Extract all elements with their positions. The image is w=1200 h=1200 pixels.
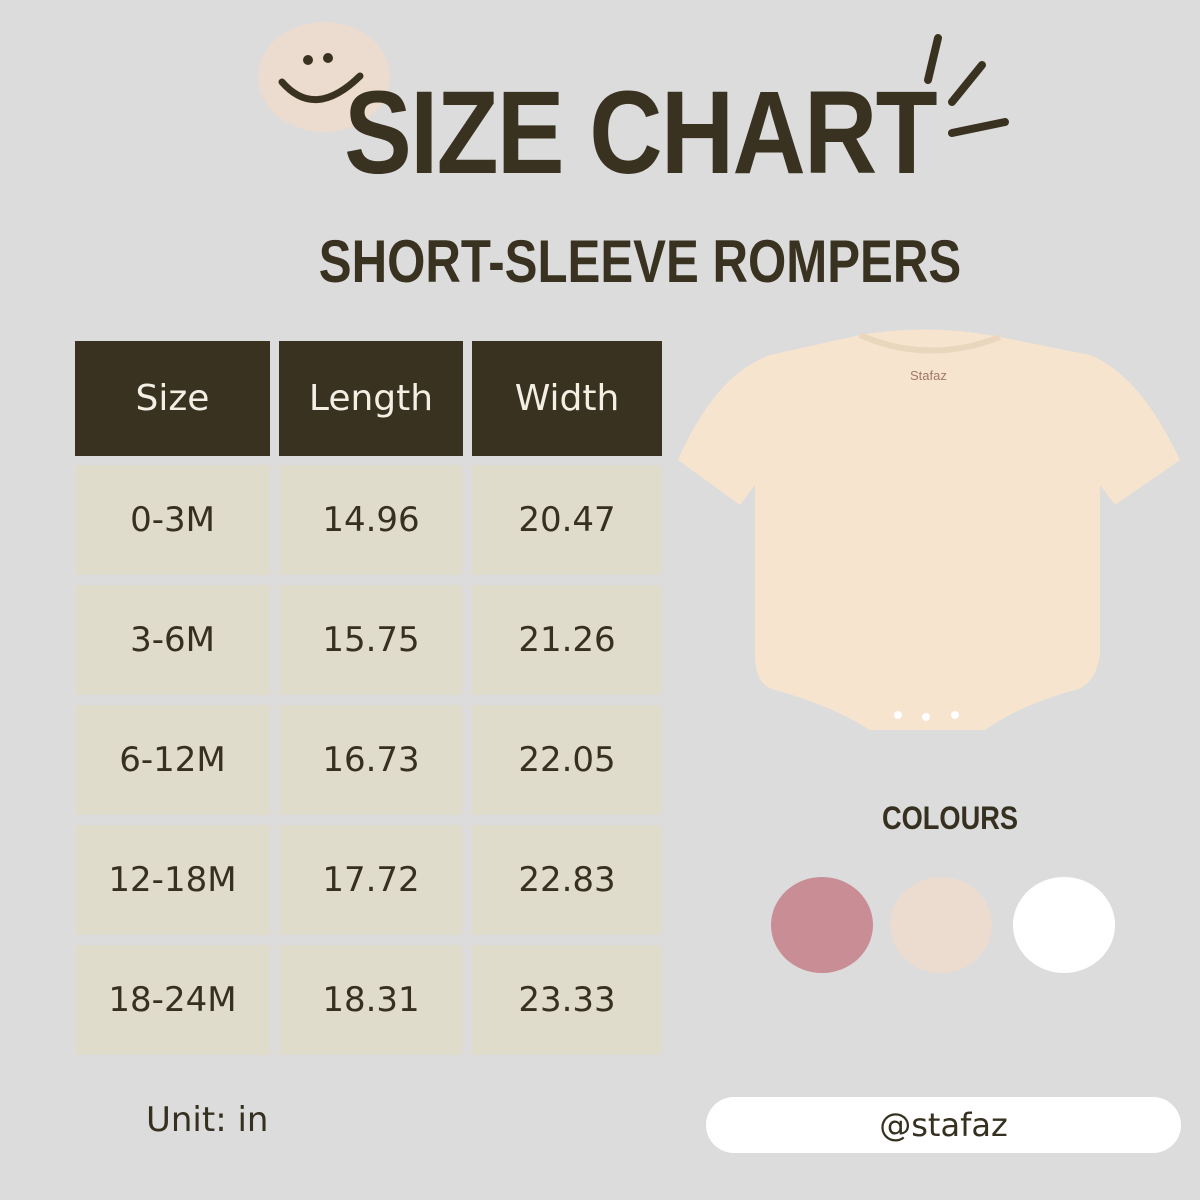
table-cell-size: 18-24M bbox=[75, 945, 270, 1055]
sparkle-lines-icon bbox=[924, 34, 1009, 137]
table-cell-length: 16.73 bbox=[279, 705, 463, 815]
page-title: SIZE CHART bbox=[344, 67, 937, 199]
table-cell-size: 6-12M bbox=[75, 705, 270, 815]
colour-swatch-white[interactable] bbox=[1013, 877, 1115, 973]
smiley-badge bbox=[258, 22, 390, 132]
table-cell-size: 0-3M bbox=[75, 465, 270, 575]
smiley-icon bbox=[278, 53, 364, 104]
table-cell-width: 20.47 bbox=[472, 465, 662, 575]
column-header-width: Width bbox=[472, 341, 662, 456]
table-cell-length: 15.75 bbox=[279, 585, 463, 695]
table-cell-size: 12-18M bbox=[75, 825, 270, 935]
colours-label: COLOURS bbox=[882, 800, 1018, 836]
table-cell-length: 14.96 bbox=[279, 465, 463, 575]
unit-label: Unit: in bbox=[146, 1100, 269, 1140]
social-handle[interactable]: @stafaz bbox=[706, 1097, 1181, 1153]
table-cell-length: 18.31 bbox=[279, 945, 463, 1055]
table-cell-width: 21.26 bbox=[472, 585, 662, 695]
table-cell-length: 17.72 bbox=[279, 825, 463, 935]
page-subtitle: SHORT-SLEEVE ROMPERS bbox=[318, 228, 962, 295]
column-header-length: Length bbox=[279, 341, 463, 456]
column-header-size: Size bbox=[75, 341, 270, 456]
colour-swatch-pink[interactable] bbox=[771, 877, 873, 973]
romper-image: Stafaz bbox=[678, 329, 1180, 730]
table-cell-width: 23.33 bbox=[472, 945, 662, 1055]
romper-brand-label: Stafaz bbox=[910, 368, 947, 383]
table-cell-width: 22.05 bbox=[472, 705, 662, 815]
colour-swatch-beige[interactable] bbox=[890, 877, 992, 973]
table-cell-width: 22.83 bbox=[472, 825, 662, 935]
table-cell-size: 3-6M bbox=[75, 585, 270, 695]
